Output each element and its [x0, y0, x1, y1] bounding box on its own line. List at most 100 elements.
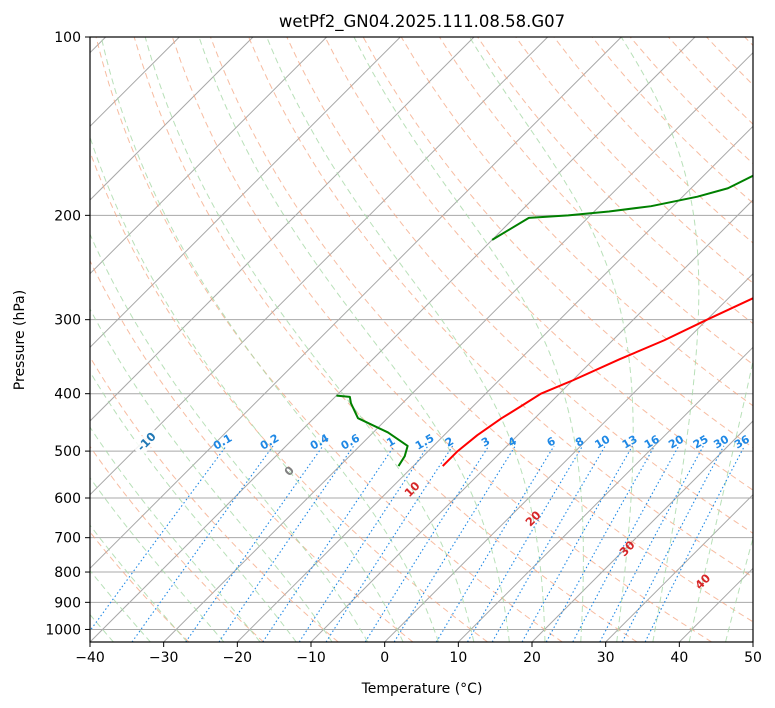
mixing-ratio-label: 6	[545, 434, 558, 449]
plot-area: 0.10.20.40.611.52346810131620253036-100-…	[0, 37, 753, 642]
dewpoint-profile	[336, 394, 409, 467]
mixing-ratio-label: 0.1	[211, 432, 234, 453]
moist-adiabat-label: 0	[281, 463, 297, 479]
mixing-ratio-label: 16	[642, 432, 662, 451]
axes: −40 −30 −20 −10 0 10 20 30 40 5010020030040050060…	[45, 30, 762, 666]
moist-adiabat-label: 40	[692, 571, 713, 592]
mixing-ratio-line	[521, 445, 633, 642]
y-axis-label: Pressure (hPa)	[12, 290, 28, 390]
moist-adiabat-line	[688, 358, 753, 642]
moist-adiabat-line	[90, 308, 333, 642]
y-tick-label: 400	[54, 387, 81, 403]
y-tick-label: 500	[54, 444, 81, 460]
dry-adiabat-line	[286, 37, 753, 534]
moist-adiabat-line	[90, 476, 225, 642]
mixing-ratio-line	[262, 445, 395, 642]
mixing-ratio-line	[364, 445, 490, 642]
mixing-ratio-line	[131, 445, 274, 642]
mixing-ratio-label: 30	[711, 432, 731, 451]
y-tick-label: 900	[54, 595, 81, 611]
x-tick-label: −30	[149, 650, 179, 666]
dry-adiabat-label: -30	[0, 363, 2, 388]
dry-adiabat-line	[324, 37, 753, 491]
dry-adiabat-line	[90, 531, 190, 642]
mixing-ratio-label: 0.2	[258, 432, 281, 453]
mixing-ratio-line	[393, 445, 516, 642]
moist-adiabat-label: 20	[523, 508, 544, 529]
isotherm-line	[605, 493, 753, 642]
isotherm-line	[678, 567, 753, 642]
isotherm-line	[531, 420, 753, 642]
moist-adiabat-line	[144, 37, 475, 642]
mixing-ratio-label: 1.5	[413, 432, 436, 453]
moist-adiabat-line	[469, 37, 634, 642]
moist-adiabat-line	[90, 233, 369, 642]
dry-adiabat-line	[90, 356, 339, 642]
mixing-ratio-line	[298, 445, 429, 642]
dry-adiabat-line	[95, 37, 563, 642]
mixing-ratio-label: 2	[443, 435, 456, 450]
y-tick-label: 600	[54, 491, 81, 507]
mixing-ratio-line	[621, 445, 725, 642]
moist-adiabat-line	[725, 536, 753, 642]
temperature-profile	[442, 297, 753, 467]
mixing-ratio-line	[644, 445, 746, 642]
isotherm-line	[236, 125, 753, 642]
moist-adiabat-line	[353, 37, 584, 642]
x-tick-label: −20	[223, 650, 253, 666]
dry-adiabat-line	[668, 37, 753, 125]
isotherm-line	[384, 272, 753, 642]
mixing-ratio-label: 4	[506, 434, 519, 449]
isotherm-line	[90, 37, 622, 570]
x-tick-label: 50	[744, 650, 762, 666]
mixing-ratio-line	[325, 445, 454, 642]
isotherm-line	[90, 37, 254, 201]
moist-adiabat-line	[90, 135, 404, 642]
mixing-ratio-line	[545, 445, 656, 642]
x-tick-label: 30	[597, 650, 615, 666]
isotherm-line	[457, 346, 753, 642]
dewpoint-profile	[491, 174, 753, 241]
dry-adiabat-label-group: -30	[0, 360, 5, 390]
dry-adiabat-line	[210, 37, 753, 623]
dry-adiabat-line	[90, 150, 488, 642]
moist-adiabat-line	[198, 37, 510, 642]
dry-adiabat-line	[90, 445, 264, 642]
x-tick-label: 20	[523, 650, 541, 666]
y-tick-label: 100	[54, 30, 81, 46]
mixing-ratio-label: 36	[732, 432, 752, 451]
x-tick-label: −10	[296, 650, 326, 666]
mixing-ratio-label: 13	[620, 433, 640, 452]
moist-adiabat-line	[100, 37, 439, 642]
dry-adiabat-line	[515, 37, 753, 284]
x-tick-label: −40	[75, 650, 105, 666]
y-tick-label: 700	[54, 531, 81, 547]
isotherm-line	[90, 37, 328, 275]
moist-adiabat-line	[90, 524, 188, 642]
moist-adiabat-line	[266, 37, 546, 642]
moist-adiabat-line	[90, 569, 151, 642]
mixing-ratio-label: 0.4	[308, 431, 332, 452]
mixing-ratio-line	[185, 445, 324, 642]
isotherm-line	[163, 51, 753, 642]
isotherm-line	[90, 37, 696, 642]
x-tick-label: 40	[670, 650, 688, 666]
mixing-ratio-line	[599, 445, 704, 642]
mixing-ratio-line	[435, 445, 555, 642]
y-tick-label: 300	[54, 313, 81, 329]
dry-adiabat-label-bg	[131, 426, 162, 457]
dry-adiabat-line	[133, 37, 638, 642]
y-tick-label: 1000	[45, 622, 81, 638]
mixing-ratio-line	[467, 445, 584, 642]
dry-adiabat-label-group: -10	[131, 426, 162, 457]
mixing-ratio-line	[90, 445, 227, 632]
y-tick-label: 200	[54, 208, 81, 224]
isotherm-line	[90, 37, 549, 496]
chart-title: wetPf2_GN04.2025.111.08.58.G07	[279, 12, 565, 32]
isotherm-line	[90, 37, 401, 349]
x-axis-label: Temperature (°C)	[361, 681, 483, 697]
mixing-ratio-label: 20	[666, 432, 686, 451]
isotherm-line	[310, 199, 753, 642]
dry-adiabat-label-bg	[0, 360, 5, 390]
